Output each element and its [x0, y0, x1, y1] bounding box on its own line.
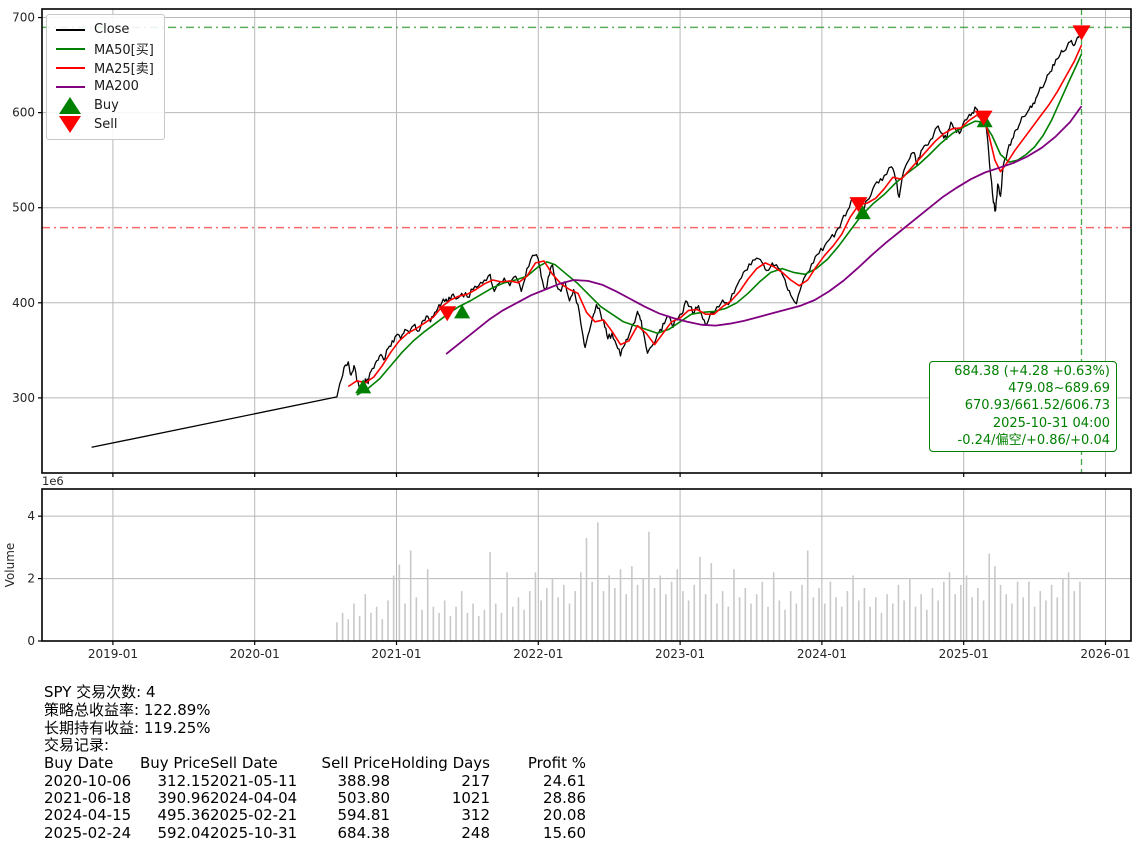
- ma200-line: [445, 105, 1083, 355]
- annotation-box: 684.38 (+4.28 +0.63%) 479.08~689.69 670.93…: [929, 361, 1117, 453]
- col-sell-date: Sell Date: [210, 754, 278, 773]
- tick-labels: 2019-01 2020-01 2021-01 2022-01 2023-01 2024-…: [3, 11, 1131, 661]
- trade-cell: 15.60: [543, 823, 586, 842]
- trade-row: 2020-10-06 312.15 2021-05-11 388.98 217 24.61: [44, 771, 586, 790]
- volume-ylabel: Volume: [3, 543, 17, 588]
- trade-cell: 312.15: [157, 771, 211, 790]
- legend-item-sell: Sell: [54, 115, 154, 134]
- trade-cell: 312: [461, 806, 490, 825]
- trade-row: 2025-02-24 592.04 2025-10-31 684.38 248 15.60: [44, 823, 586, 842]
- tick-marks: [38, 16, 1107, 645]
- svg-text:2023-01: 2023-01: [655, 647, 705, 661]
- trade-cell: 2024-04-15: [44, 806, 132, 825]
- trade-cell: 2020-10-06: [44, 771, 132, 790]
- svg-text:500: 500: [12, 201, 35, 215]
- svg-text:2: 2: [27, 572, 35, 586]
- trade-cell: 28.86: [543, 789, 586, 807]
- trade-cell: 217: [461, 771, 490, 790]
- svg-text:400: 400: [12, 296, 35, 310]
- trades-count-line: SPY 交易次数: 4: [44, 683, 156, 701]
- annotation-line-2: 479.08~689.69: [1008, 381, 1110, 397]
- legend-label: MA25[卖]: [94, 62, 154, 77]
- annotation-line-1: 684.38 (+4.28 +0.63%): [954, 364, 1110, 379]
- trade-cell: 2021-06-18: [44, 789, 132, 807]
- annotation-line-5: -0.24/偏空/+0.86/+0.04: [957, 432, 1110, 448]
- trade-cell: 2025-10-31: [210, 823, 298, 842]
- svg-text:2026-01: 2026-01: [1080, 647, 1130, 661]
- trade-cell: 388.98: [337, 771, 391, 790]
- svg-text:300: 300: [12, 391, 35, 405]
- legend-line-sample: [54, 85, 86, 88]
- svg-text:2025-01: 2025-01: [939, 647, 989, 661]
- legend-label: Buy: [94, 98, 119, 113]
- trade-cell: 248: [461, 823, 490, 842]
- col-profit: Profit %: [527, 754, 586, 773]
- legend-label: Close: [94, 22, 130, 37]
- legend-item-buy: Buy: [54, 96, 154, 115]
- trades-table: Buy Date Buy Price Sell Date Sell Price …: [44, 754, 586, 842]
- svg-text:2021-01: 2021-01: [371, 647, 421, 661]
- sell-triangle-icon: [54, 116, 86, 133]
- col-sell-price: Sell Price: [321, 754, 390, 773]
- volume-axes: [41, 488, 1132, 642]
- trade-cell: 594.81: [337, 806, 391, 825]
- annotation-line-3: 670.93/661.52/606.73: [964, 398, 1110, 414]
- legend-item-ma50: MA50[买]: [54, 39, 154, 58]
- trade-cell: 1021: [451, 789, 490, 807]
- chart-canvas: 2019-01 2020-01 2021-01 2022-01 2023-01 2024-…: [3, 8, 1132, 661]
- strategy-return-line: 策略总收益率: 122.89%: [44, 700, 211, 719]
- trade-cell: 2025-02-21: [210, 806, 298, 825]
- legend-label: Sell: [94, 117, 118, 132]
- legend-label: MA200: [94, 79, 139, 94]
- trade-cell: 495.36: [157, 806, 211, 825]
- legend-line-sample: [54, 66, 86, 69]
- trades-table-header: Buy Date Buy Price Sell Date Sell Price …: [44, 754, 586, 773]
- svg-text:4: 4: [27, 509, 35, 523]
- svg-text:700: 700: [12, 11, 35, 25]
- svg-text:2024-01: 2024-01: [797, 647, 847, 661]
- svg-text:2019-01: 2019-01: [88, 647, 138, 661]
- trade-records-title: 交易记录:: [44, 736, 110, 755]
- trade-row: 2024-04-15 495.36 2025-02-21 594.81 312 20.08: [44, 806, 586, 825]
- trade-cell: 2025-02-24: [44, 823, 132, 842]
- col-buy-date: Buy Date: [44, 754, 114, 773]
- legend: Close MA50[买] MA25[卖] MA200 Buy Sell: [46, 14, 165, 140]
- stats-block: SPY 交易次数: 4 策略总收益率: 122.89% 长期持有收益: 119.…: [44, 683, 586, 842]
- volume-offset-text: 1e6: [42, 474, 64, 488]
- ma50-line: [356, 53, 1083, 396]
- legend-item-close: Close: [54, 20, 154, 39]
- legend-item-ma200: MA200: [54, 77, 154, 96]
- ma25-line: [347, 44, 1083, 388]
- price-axes: [41, 8, 1132, 474]
- col-buy-price: Buy Price: [139, 754, 210, 773]
- trade-cell: 592.04: [157, 823, 211, 842]
- sell-markers: [438, 25, 1091, 322]
- svg-text:0: 0: [27, 634, 35, 648]
- trade-cell: 24.61: [543, 771, 586, 790]
- trade-cell: 20.08: [543, 806, 586, 825]
- svg-text:2022-01: 2022-01: [513, 647, 563, 661]
- legend-line-sample: [54, 47, 86, 50]
- trade-cell: 390.96: [157, 789, 211, 807]
- trade-cell: 2024-04-04: [210, 789, 298, 807]
- hold-return-line: 长期持有收益: 119.25%: [44, 718, 211, 737]
- legend-item-ma25: MA25[卖]: [54, 58, 154, 77]
- volume-bars: [336, 522, 1081, 641]
- trade-cell: 2021-05-11: [210, 771, 298, 790]
- svg-text:600: 600: [12, 106, 35, 120]
- col-holding-days: Holding Days: [390, 754, 490, 773]
- trade-cell: 684.38: [337, 823, 391, 842]
- svg-text:2020-01: 2020-01: [230, 647, 280, 661]
- trade-cell: 503.80: [337, 789, 391, 807]
- legend-line-sample: [54, 28, 86, 31]
- legend-label: MA50[买]: [94, 43, 154, 58]
- buy-triangle-icon: [54, 97, 86, 114]
- trade-row: 2021-06-18 390.96 2024-04-04 503.80 1021 28.8…: [44, 789, 586, 807]
- annotation-line-4: 2025-10-31 04:00: [992, 415, 1110, 431]
